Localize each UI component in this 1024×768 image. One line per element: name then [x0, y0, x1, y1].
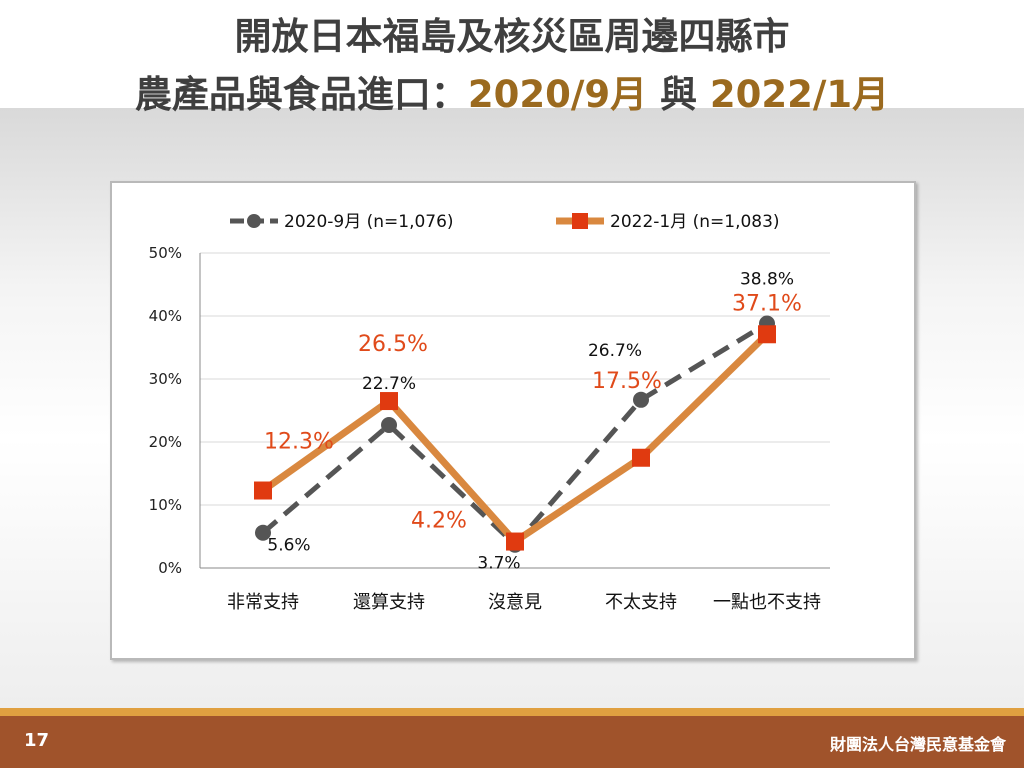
legend-2022-label: 2022-1月 (n=1,083)	[610, 212, 780, 232]
y-tick-label: 40%	[149, 307, 182, 325]
y-tick-label: 30%	[149, 370, 182, 388]
slide-title-line1: 開放日本福島及核災區周邊四縣市	[0, 6, 1024, 60]
series-2020-data-label: 3.7%	[477, 554, 520, 574]
series-2022-point	[632, 448, 650, 467]
series-2022-data-label: 37.1%	[732, 291, 802, 316]
title-date-2020: 2020/9月	[467, 73, 648, 116]
title-line2-prefix: 農產品與食品進口：	[134, 73, 468, 116]
chart-frame: 0% 10% 20% 30% 40% 50% 非常支持 還算支持 沒意見 不太支持 一點也不支持 5.…	[110, 181, 916, 660]
series-2020-data-label: 38.8%	[740, 270, 794, 290]
series-2022-data-label: 26.5%	[358, 332, 428, 357]
legend-2020-label: 2020-9月 (n=1,076)	[284, 212, 454, 232]
series-2022-data-label: 17.5%	[592, 369, 662, 394]
y-tick-label: 10%	[149, 496, 182, 514]
y-tick-label: 0%	[158, 559, 182, 577]
series-2020-point	[633, 391, 649, 408]
series-2020-data-label: 26.7%	[588, 341, 642, 361]
series-2020-point	[381, 416, 397, 433]
x-category-label: 沒意見	[488, 592, 542, 613]
y-tick-label: 50%	[149, 244, 182, 262]
series-2022-point	[254, 481, 272, 500]
title-line1-text: 開放日本福島及核災區周邊四縣市	[234, 15, 790, 58]
footer-bar	[0, 716, 1024, 768]
x-category-label: 不太支持	[605, 592, 677, 613]
legend-2020-swatch-marker	[247, 214, 261, 228]
slide-title-line2: 農產品與食品進口：2020/9月 與 2022/1月	[0, 64, 1024, 118]
series-2022-point	[380, 392, 398, 411]
series-2022-line	[260, 331, 770, 547]
title-date-2022: 2022/1月	[709, 73, 890, 116]
organization-name: 財團法人台灣民意基金會	[829, 735, 1006, 754]
x-category-label: 非常支持	[227, 592, 299, 613]
line-chart: 0% 10% 20% 30% 40% 50% 非常支持 還算支持 沒意見 不太支持 一點也不支持 5.…	[149, 212, 830, 613]
series-2022-data-label: 4.2%	[411, 509, 467, 534]
series-2022-point	[506, 532, 524, 551]
legend-2022-swatch-marker	[572, 213, 588, 229]
y-tick-label: 20%	[149, 433, 182, 451]
title-line2-mid: 與	[647, 73, 710, 116]
series-2020-data-label: 22.7%	[362, 374, 416, 394]
x-category-label: 還算支持	[353, 592, 425, 613]
series-2022-data-label: 12.3%	[264, 430, 334, 455]
header-band	[0, 0, 1024, 120]
series-2022-point	[758, 325, 776, 344]
series-2020-data-label: 5.6%	[267, 536, 310, 556]
x-category-label: 一點也不支持	[713, 592, 821, 613]
page-number: 17	[24, 730, 50, 751]
footer-accent-line	[0, 708, 1024, 716]
series-2020-point	[255, 524, 271, 541]
